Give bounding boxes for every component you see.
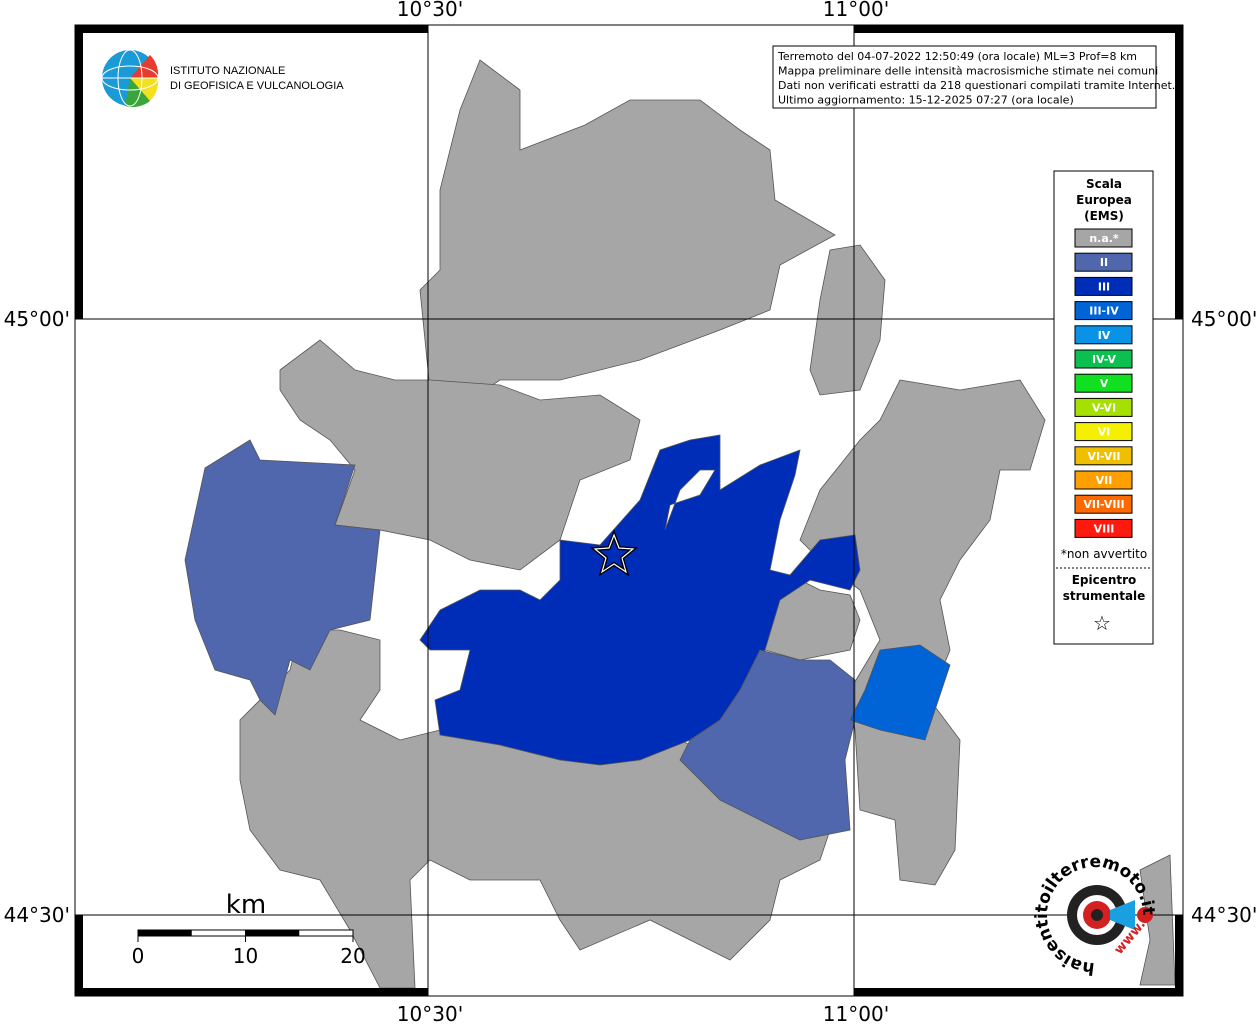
legend-label: III xyxy=(1098,280,1110,293)
legend-title: (EMS) xyxy=(1084,209,1124,223)
scale-unit: km xyxy=(226,890,266,920)
region xyxy=(679,649,856,841)
region xyxy=(799,379,1046,886)
legend-swatch xyxy=(1074,301,1133,321)
legend-label: VII xyxy=(1096,474,1113,487)
legend-label: IV xyxy=(1098,329,1111,342)
scale-segment xyxy=(245,930,300,936)
region xyxy=(279,339,641,571)
regions xyxy=(184,59,1176,989)
legend-label: n.a.* xyxy=(1089,232,1119,245)
legend-swatch xyxy=(1074,325,1133,345)
legend-label: VIII xyxy=(1094,522,1115,535)
legend-swatch xyxy=(1074,373,1133,393)
coord-label: 10°30' xyxy=(397,1002,463,1024)
legend-swatch xyxy=(1074,494,1133,514)
scale-label: 20 xyxy=(340,944,365,968)
logo-text: ISTITUTO NAZIONALE xyxy=(170,65,285,77)
legend-swatch xyxy=(1074,276,1133,296)
coord-label: 10°30' xyxy=(397,0,463,21)
info-line: Dati non verificati estratti da 218 ques… xyxy=(778,79,1175,92)
legend: ScalaEuropea(EMS)n.a.*IIIIIIII-IVIVIV-VV… xyxy=(1074,177,1133,538)
legend-swatch xyxy=(1074,252,1133,272)
legend-label: VII-VIII xyxy=(1083,498,1124,511)
scale-label: 0 xyxy=(132,944,145,968)
coord-label: 45°00' xyxy=(1191,307,1256,331)
scale-label: 10 xyxy=(233,944,258,968)
legend-note: *non avvertito xyxy=(1061,547,1147,561)
legend-swatch xyxy=(1074,446,1133,466)
legend-label: V xyxy=(1100,377,1109,390)
scale-segment xyxy=(138,930,192,936)
lake xyxy=(664,469,716,531)
legend-label: IV-V xyxy=(1092,353,1117,366)
info-line: Mappa preliminare delle intensità macros… xyxy=(778,65,1158,78)
legend-title: Scala xyxy=(1086,177,1122,191)
legend-epicenter: Epicentro xyxy=(1072,573,1137,587)
info-box xyxy=(772,45,1157,109)
legend-label: VI-VII xyxy=(1087,450,1120,463)
legend-swatch xyxy=(1074,397,1133,417)
region xyxy=(849,644,951,741)
border-bars xyxy=(75,25,1183,996)
coord-label: 45°00' xyxy=(4,307,70,331)
region xyxy=(184,439,381,716)
legend-label: II xyxy=(1100,256,1108,269)
legend-swatch xyxy=(1074,228,1133,248)
info-line: Terremoto del 04-07-2022 12:50:49 (ora l… xyxy=(777,50,1137,63)
legend-swatch xyxy=(1074,349,1133,369)
legend-label: V-VI xyxy=(1092,401,1116,414)
legend-epicenter: strumentale xyxy=(1063,589,1146,603)
logo-text: DI GEOFISICA E VULCANOLOGIA xyxy=(170,80,344,92)
info-line: Ultimo aggiornamento: 15-12-2025 07:27 (… xyxy=(778,94,1074,107)
region xyxy=(419,434,861,766)
region xyxy=(809,244,886,396)
graticule xyxy=(75,25,1183,996)
coord-label: 44°30' xyxy=(4,903,70,927)
legend-title: Europea xyxy=(1076,193,1132,207)
legend-star: ☆ xyxy=(1093,611,1111,635)
legend-label: III-IV xyxy=(1089,305,1119,318)
coord-label: 11°00' xyxy=(823,1002,889,1024)
region xyxy=(1139,854,1176,986)
legend-label: VI xyxy=(1098,426,1111,439)
legend-swatch xyxy=(1074,422,1133,442)
logo: ISTITUTO NAZIONALE DI GEOFISICA E VULCAN… xyxy=(101,49,344,108)
coord-label: 11°00' xyxy=(823,0,889,21)
info-lines: Terremoto del 04-07-2022 12:50:49 (ora l… xyxy=(777,50,1175,107)
scale-bar: 0 10 20 xyxy=(132,929,366,968)
coord-label: 44°30' xyxy=(1191,903,1256,927)
epicenter-star-inner xyxy=(593,533,635,574)
legend-swatch xyxy=(1074,518,1133,538)
legend-swatch xyxy=(1074,470,1133,490)
